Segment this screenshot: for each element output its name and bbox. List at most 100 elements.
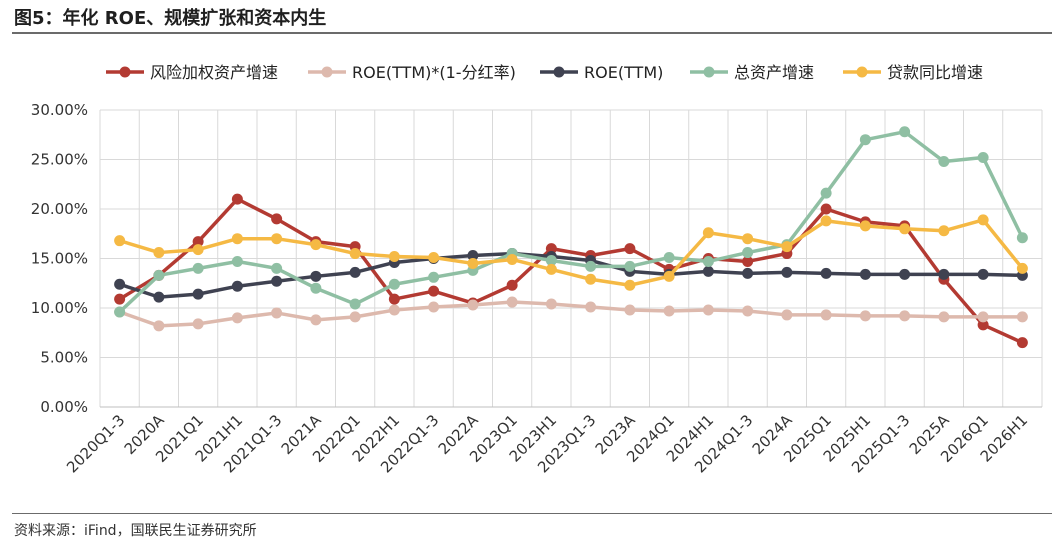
data-point <box>192 236 204 248</box>
y-tick-label: 25.00% <box>31 151 88 169</box>
data-point <box>231 280 243 292</box>
data-point <box>938 268 950 280</box>
data-point <box>349 298 361 310</box>
figure-title: 图5：年化 ROE、规模扩张和资本内生 <box>14 8 327 29</box>
legend-marker <box>703 66 715 78</box>
data-point <box>820 309 832 321</box>
data-point <box>585 301 597 313</box>
data-point <box>153 320 165 332</box>
data-point <box>624 243 636 255</box>
data-point <box>1016 232 1028 244</box>
data-point <box>271 213 283 225</box>
legend-marker <box>119 66 131 78</box>
data-point <box>742 247 754 259</box>
data-point <box>192 288 204 300</box>
data-point <box>388 304 400 316</box>
data-point <box>467 250 479 262</box>
data-point <box>781 266 793 278</box>
data-point <box>663 305 675 317</box>
data-point <box>859 310 871 322</box>
legend-marker <box>856 66 868 78</box>
series-5 <box>114 214 1028 291</box>
series-line <box>119 218 1024 287</box>
series-4 <box>114 126 1028 318</box>
data-point <box>624 260 636 272</box>
data-point <box>899 268 911 280</box>
data-point <box>977 268 989 280</box>
data-point <box>977 319 989 331</box>
data-point <box>742 255 754 267</box>
line-chart: 0.00% 5.00% 10.00% 15.00% 20.00% 25.00% 30.00%… <box>31 63 1043 476</box>
data-point <box>702 304 714 316</box>
legend-label: 贷款同比增速 <box>887 63 983 82</box>
y-tick-label: 10.00% <box>31 299 88 317</box>
data-point <box>310 239 322 251</box>
data-point <box>231 193 243 205</box>
y-tick-label: 15.00% <box>31 250 88 268</box>
data-point <box>271 275 283 287</box>
data-point <box>428 271 440 283</box>
data-point <box>192 318 204 330</box>
data-point <box>428 285 440 297</box>
data-point <box>545 254 557 266</box>
data-point <box>153 291 165 303</box>
data-point <box>192 262 204 274</box>
data-point <box>114 235 126 247</box>
data-point <box>192 244 204 256</box>
data-point <box>859 220 871 232</box>
data-point <box>585 273 597 285</box>
series-line <box>119 251 1023 299</box>
data-point <box>153 247 165 259</box>
data-point <box>899 310 911 322</box>
data-point <box>663 270 675 282</box>
data-point <box>231 233 243 245</box>
legend-label: 总资产增速 <box>734 63 814 82</box>
series-line <box>119 300 1023 328</box>
legend-item-2: ROE(TTM)*(1-分红率) <box>308 63 516 82</box>
legend-label: ROE(TTM) <box>584 63 663 82</box>
data-point <box>506 253 518 265</box>
legend-item-3: ROE(TTM) <box>540 63 663 82</box>
data-point <box>820 187 832 199</box>
data-point <box>1016 337 1028 349</box>
data-point <box>820 203 832 215</box>
data-point <box>349 248 361 260</box>
footer-divider <box>12 513 1052 514</box>
data-point <box>114 278 126 290</box>
data-point <box>938 225 950 237</box>
series-layer <box>114 126 1028 349</box>
data-point <box>624 279 636 291</box>
data-point <box>938 311 950 323</box>
data-point <box>781 309 793 321</box>
data-point <box>467 299 479 311</box>
series-line <box>118 197 1024 345</box>
data-point <box>742 267 754 279</box>
data-point <box>663 252 675 264</box>
y-tick-label: 5.00% <box>40 349 88 367</box>
data-point <box>899 126 911 138</box>
data-point <box>742 305 754 317</box>
legend-item-4: 总资产增速 <box>690 63 814 82</box>
series-line <box>118 130 1024 314</box>
data-point <box>467 257 479 269</box>
data-point <box>938 155 950 167</box>
data-point <box>388 278 400 290</box>
y-tick-label: 30.00% <box>31 101 88 119</box>
data-point <box>114 293 126 305</box>
title-divider <box>12 32 1052 34</box>
data-point <box>977 311 989 323</box>
series-2 <box>114 296 1028 332</box>
legend-label: 风险加权资产增速 <box>150 63 278 82</box>
data-point <box>153 269 165 281</box>
data-point <box>506 296 518 308</box>
data-point <box>310 270 322 282</box>
legend-item-1: 风险加权资产增速 <box>106 63 278 82</box>
y-tick-label: 0.00% <box>40 398 88 416</box>
source-note: 资料来源：iFind，国联民生证券研究所 <box>14 523 257 539</box>
data-point <box>310 282 322 294</box>
data-point <box>388 251 400 263</box>
data-point <box>977 214 989 226</box>
y-tick-label: 20.00% <box>31 200 88 218</box>
data-point <box>271 262 283 274</box>
data-point <box>388 293 400 305</box>
